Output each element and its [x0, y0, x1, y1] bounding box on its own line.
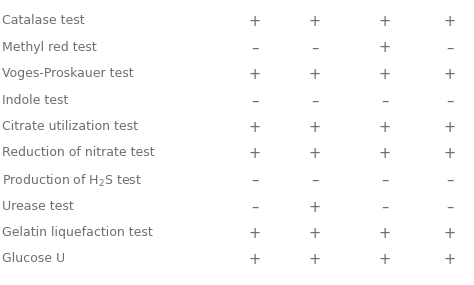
- Text: +: +: [309, 120, 321, 135]
- Text: +: +: [309, 200, 321, 215]
- Text: +: +: [379, 146, 391, 162]
- Text: –: –: [311, 93, 319, 109]
- Text: –: –: [381, 200, 389, 215]
- Text: –: –: [447, 173, 454, 188]
- Text: +: +: [379, 67, 391, 82]
- Text: +: +: [379, 40, 391, 56]
- Text: –: –: [447, 200, 454, 215]
- Text: +: +: [309, 146, 321, 162]
- Text: +: +: [444, 253, 456, 268]
- Text: +: +: [379, 253, 391, 268]
- Text: +: +: [379, 226, 391, 241]
- Text: +: +: [379, 14, 391, 29]
- Text: +: +: [309, 67, 321, 82]
- Text: –: –: [251, 173, 259, 188]
- Text: +: +: [309, 226, 321, 241]
- Text: +: +: [444, 14, 456, 29]
- Text: +: +: [309, 253, 321, 268]
- Text: +: +: [249, 14, 261, 29]
- Text: Voges-Proskauer test: Voges-Proskauer test: [2, 67, 134, 80]
- Text: Catalase test: Catalase test: [2, 14, 85, 27]
- Text: +: +: [379, 120, 391, 135]
- Text: –: –: [311, 173, 319, 188]
- Text: –: –: [447, 93, 454, 109]
- Text: –: –: [251, 40, 259, 56]
- Text: Production of H$_2$S test: Production of H$_2$S test: [2, 173, 142, 189]
- Text: Indole test: Indole test: [2, 93, 68, 107]
- Text: –: –: [251, 200, 259, 215]
- Text: +: +: [309, 14, 321, 29]
- Text: Citrate utilization test: Citrate utilization test: [2, 120, 138, 133]
- Text: +: +: [249, 120, 261, 135]
- Text: Gelatin liquefaction test: Gelatin liquefaction test: [2, 226, 153, 239]
- Text: –: –: [251, 93, 259, 109]
- Text: Reduction of nitrate test: Reduction of nitrate test: [2, 146, 155, 160]
- Text: +: +: [249, 67, 261, 82]
- Text: +: +: [444, 67, 456, 82]
- Text: –: –: [447, 40, 454, 56]
- Text: Urease test: Urease test: [2, 200, 74, 213]
- Text: Methyl red test: Methyl red test: [2, 40, 97, 54]
- Text: –: –: [381, 93, 389, 109]
- Text: +: +: [444, 120, 456, 135]
- Text: –: –: [311, 40, 319, 56]
- Text: –: –: [381, 173, 389, 188]
- Text: +: +: [249, 253, 261, 268]
- Text: +: +: [444, 146, 456, 162]
- Text: +: +: [249, 146, 261, 162]
- Text: +: +: [249, 226, 261, 241]
- Text: Glucose U: Glucose U: [2, 253, 65, 266]
- Text: +: +: [444, 226, 456, 241]
